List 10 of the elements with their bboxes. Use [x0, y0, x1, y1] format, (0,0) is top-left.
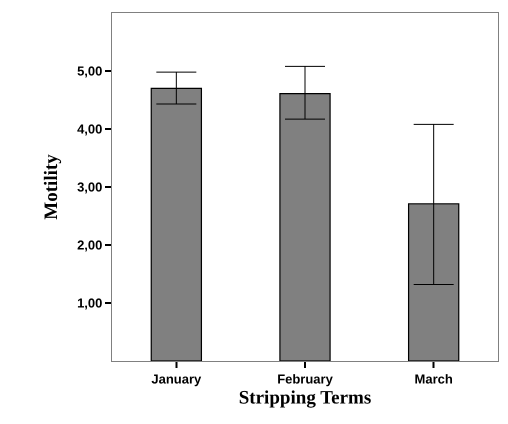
- x-axis-title: Stripping Terms: [238, 387, 372, 408]
- y-tick-label: 2,00: [77, 238, 102, 253]
- x-tick-label: January: [151, 372, 202, 387]
- y-tick-label: 1,00: [77, 296, 102, 311]
- x-tick-label: February: [277, 372, 334, 387]
- y-axis-title: Motility: [40, 154, 62, 220]
- y-tick-label: 4,00: [77, 122, 102, 137]
- y-tick-label: 5,00: [77, 64, 102, 79]
- x-tick-label: March: [414, 372, 453, 387]
- y-tick-label: 3,00: [77, 180, 102, 195]
